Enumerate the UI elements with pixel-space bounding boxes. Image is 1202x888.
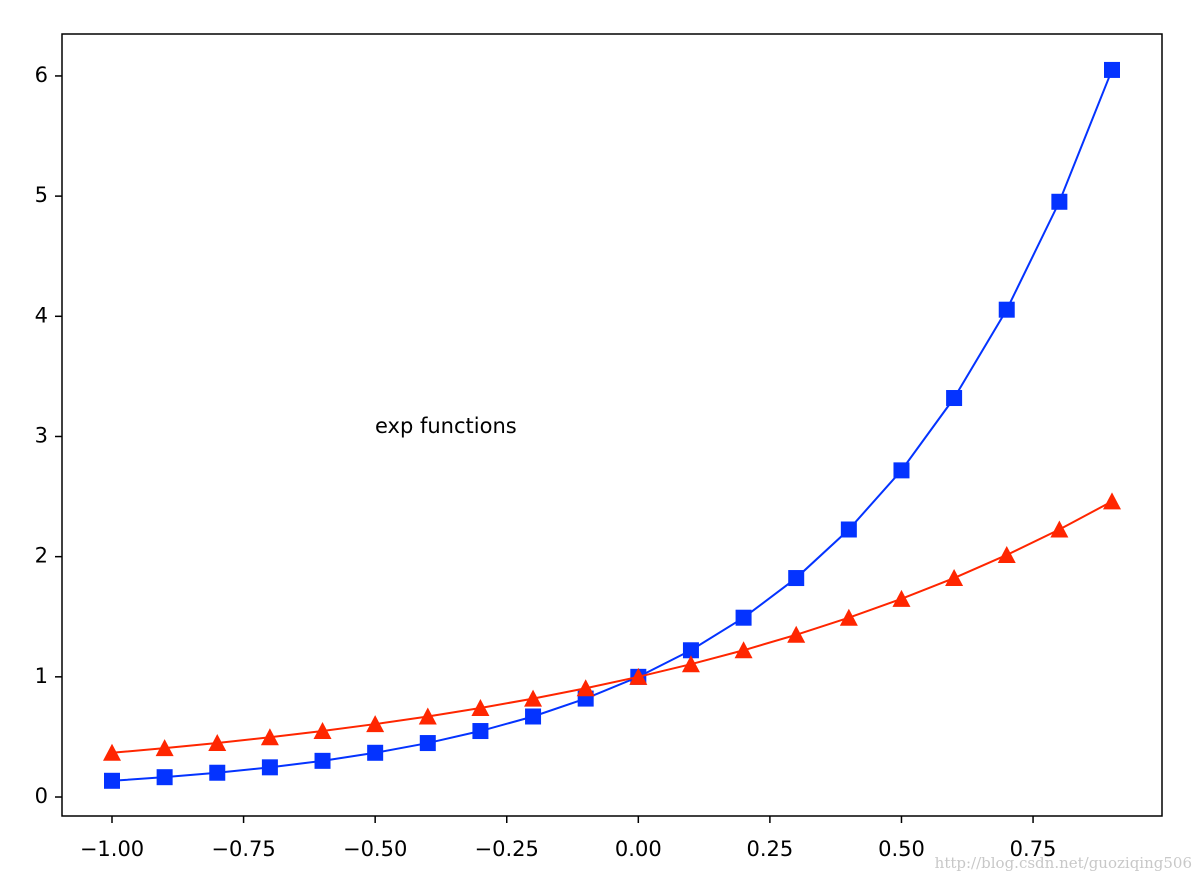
marker: [734, 641, 753, 659]
marker: [366, 715, 385, 733]
watermark: http://blog.csdn.net/guoziqing506: [935, 854, 1192, 872]
series-line: [111, 500, 1113, 754]
y-tick-label: 4: [35, 303, 48, 327]
x-tick-label: 0.50: [878, 837, 925, 861]
marker: [998, 301, 1015, 318]
marker: [367, 744, 384, 761]
y-tick-label: 6: [35, 63, 48, 87]
plot-frame: [61, 33, 1163, 817]
x-tick-label: 0.25: [747, 837, 794, 861]
marker: [893, 462, 910, 479]
marker: [788, 570, 805, 587]
marker: [103, 743, 121, 761]
marker: [524, 689, 543, 707]
marker: [208, 734, 227, 752]
x-tick-label: −0.25: [475, 837, 539, 861]
marker: [418, 707, 437, 725]
marker: [313, 722, 332, 740]
marker: [1104, 61, 1120, 78]
marker: [629, 667, 648, 685]
marker: [892, 589, 911, 607]
marker: [735, 609, 752, 626]
marker: [419, 735, 436, 752]
marker: [260, 728, 279, 746]
marker: [1050, 520, 1069, 538]
marker: [997, 545, 1016, 563]
marker: [946, 390, 963, 407]
marker: [787, 625, 806, 643]
marker: [156, 769, 173, 786]
marker: [104, 772, 120, 789]
marker: [155, 739, 174, 757]
marker: [681, 655, 700, 673]
marker: [471, 698, 490, 716]
y-tick-label: 5: [35, 183, 48, 207]
y-tick-label: 3: [35, 423, 48, 447]
x-tick-label: 0.00: [615, 837, 662, 861]
x-tick-label: 0.75: [1010, 837, 1057, 861]
marker: [261, 759, 278, 776]
marker: [525, 708, 542, 725]
marker: [472, 723, 489, 740]
series-line: [111, 69, 1113, 782]
marker: [209, 764, 226, 781]
marker: [682, 642, 699, 659]
y-tick-label: 1: [35, 664, 48, 688]
marker: [314, 752, 331, 769]
marker: [1103, 492, 1121, 510]
marker: [945, 569, 964, 587]
marker: [839, 608, 858, 626]
y-tick-label: 0: [35, 784, 48, 808]
x-tick-label: −0.50: [343, 837, 407, 861]
marker: [576, 679, 595, 697]
annotation: exp functions: [375, 414, 517, 438]
marker: [1051, 193, 1068, 210]
y-tick-label: 2: [35, 544, 48, 568]
x-tick-label: −1.00: [80, 837, 144, 861]
marker: [840, 521, 857, 538]
x-tick-label: −0.75: [211, 837, 275, 861]
